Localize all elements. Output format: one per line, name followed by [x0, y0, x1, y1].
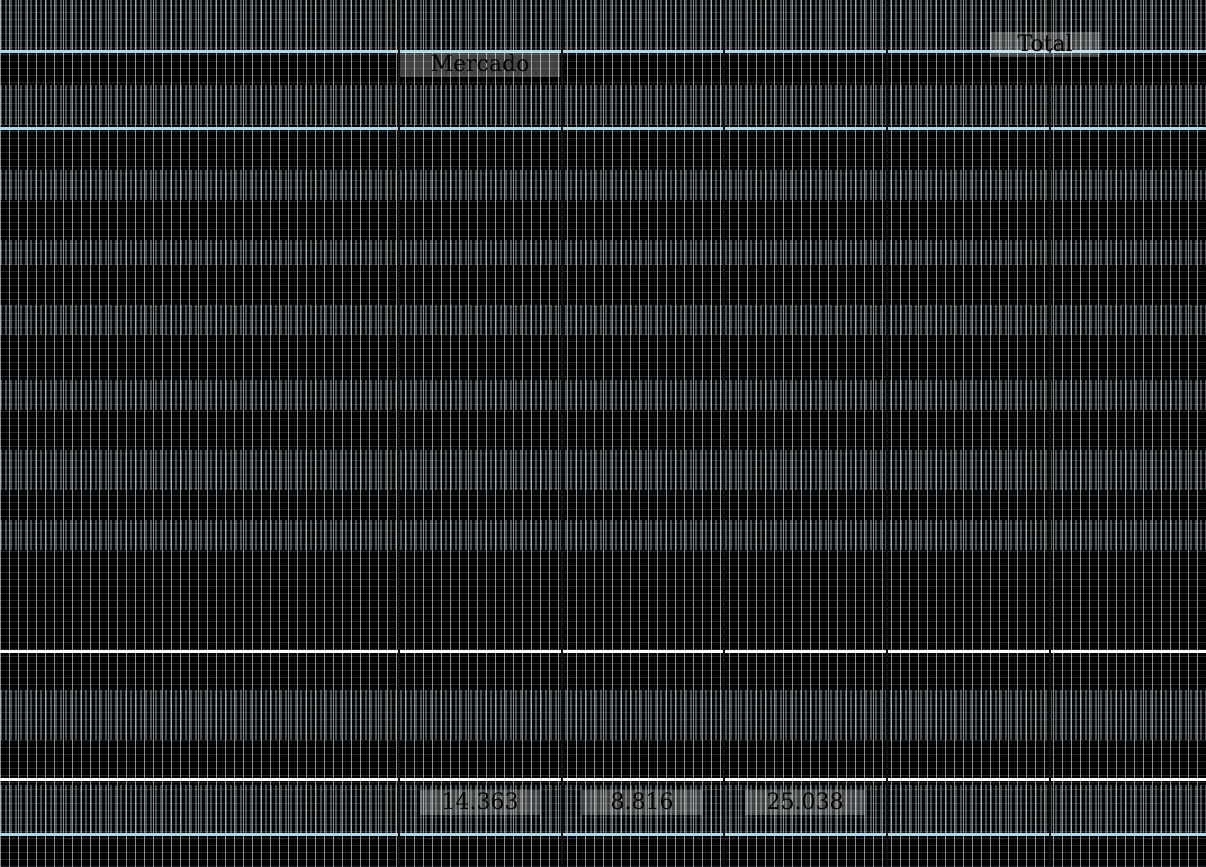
total-cell: 14.363: [420, 790, 540, 815]
rule: [0, 833, 1206, 836]
total-cell: 8.816: [582, 790, 702, 815]
column-header: Mercado: [400, 52, 560, 77]
col-rule: [886, 0, 888, 867]
row-band: [0, 520, 1206, 550]
screenshot: Mercado Total 14.363 8.816 25.038 (() =>…: [0, 0, 1206, 867]
row-band: [0, 170, 1206, 200]
col-rule: [398, 0, 400, 867]
rule: [0, 778, 1206, 781]
col-rule: [1049, 0, 1051, 867]
row-band: [0, 305, 1206, 335]
total-cell: 25.038: [745, 790, 865, 815]
col-rule: [561, 0, 563, 867]
header-band: [0, 85, 1206, 125]
rule: [0, 127, 1206, 130]
row-band: [0, 690, 1206, 740]
column-header: Total: [990, 32, 1100, 57]
row-band: [0, 380, 1206, 410]
col-rule: [723, 0, 725, 867]
row-band: [0, 240, 1206, 265]
row-band: [0, 450, 1206, 490]
rule: [0, 650, 1206, 653]
